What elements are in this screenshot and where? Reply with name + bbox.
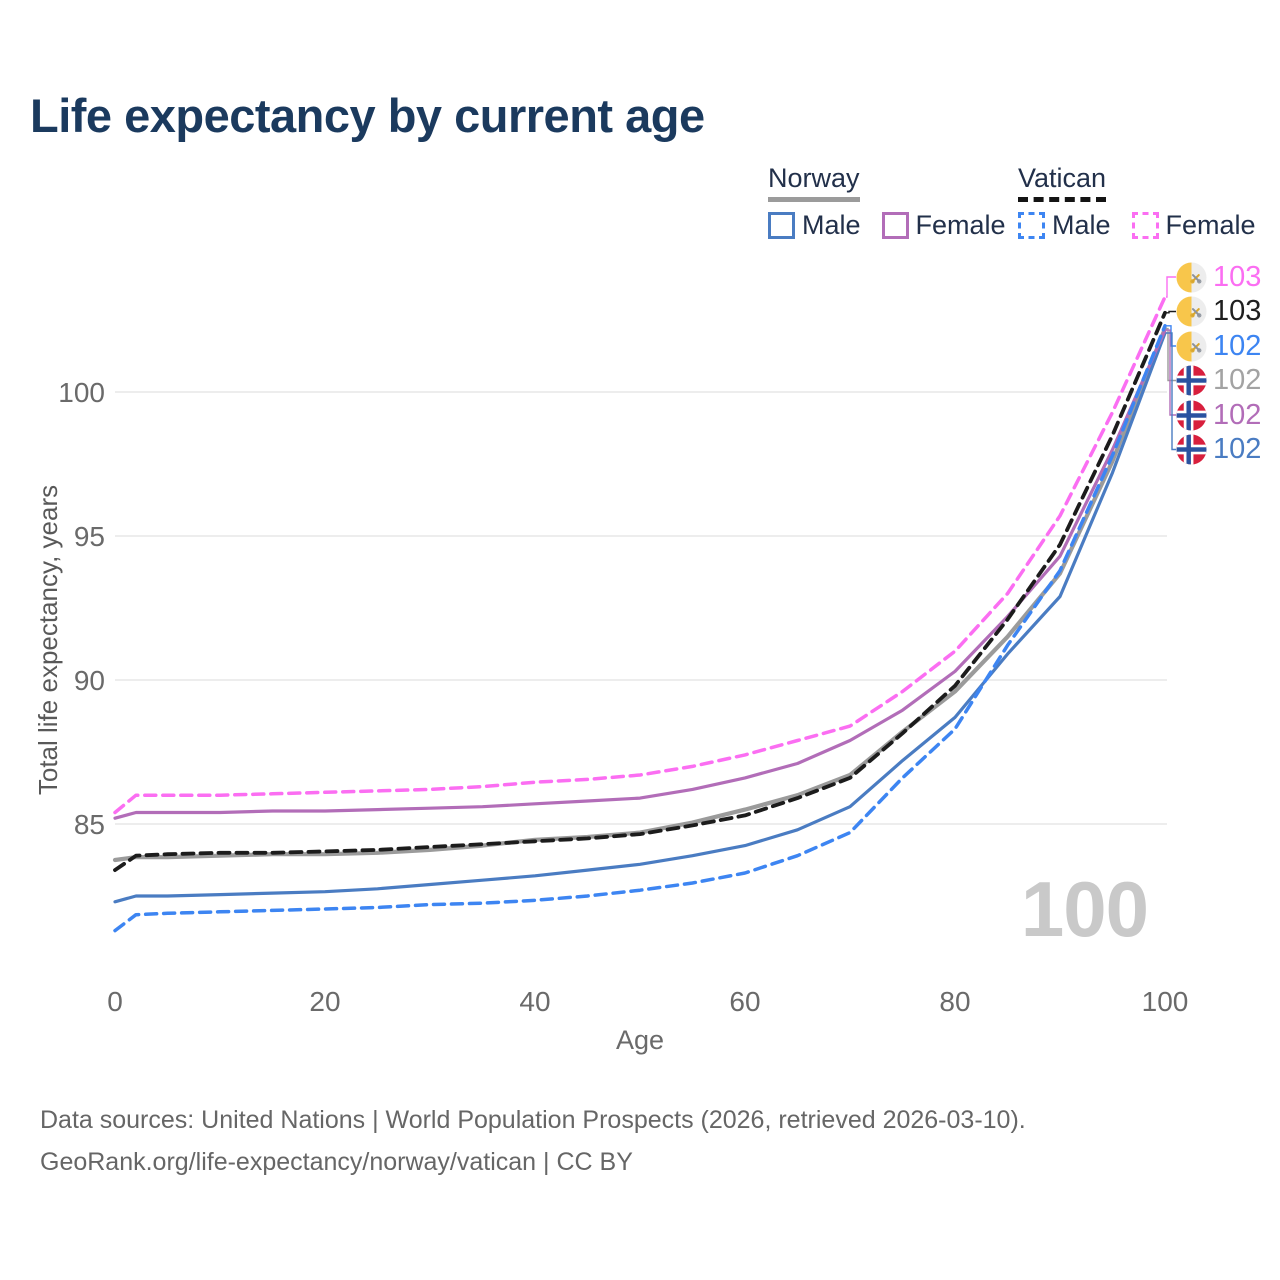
legend-label: Male	[802, 210, 861, 240]
legend-item-vatican-male[interactable]: Male	[1018, 210, 1111, 241]
vatican_total-line[interactable]	[113, 310, 1167, 872]
end-label-vatican-male[interactable]: 102	[1176, 329, 1262, 362]
vatican-flag-icon	[1176, 331, 1207, 362]
vatican_female-line[interactable]	[113, 295, 1167, 815]
norway-male-swatch	[768, 212, 795, 239]
end-value: 103	[1213, 295, 1262, 327]
legend-label: Female	[1165, 210, 1256, 240]
x-tick-60: 60	[729, 986, 761, 1017]
legend-items-vatican: Male Female	[1018, 210, 1256, 241]
end-value: 102	[1213, 329, 1262, 362]
end-label-norway-total[interactable]: 102	[1176, 365, 1261, 396]
y-tick-95: 95	[73, 521, 105, 552]
norway-flag-icon	[1176, 400, 1207, 431]
vatican_total-leader-line	[1166, 310, 1176, 314]
end-label-vatican-total[interactable]: 103	[1176, 296, 1261, 327]
y-tick-85: 85	[73, 809, 105, 840]
attribution-text: GeoRank.org/life-expectancy/norway/vatic…	[40, 1148, 633, 1176]
legend-item-vatican-female[interactable]: Female	[1131, 210, 1256, 241]
legend-items-norway: Male Female	[768, 210, 1006, 241]
end-value: 102	[1213, 364, 1262, 396]
end-label-norway-male[interactable]: 102	[1176, 434, 1261, 465]
end-value: 102	[1213, 398, 1262, 431]
legend-country-norway[interactable]: Norway	[768, 163, 860, 202]
end-label-norway-female[interactable]: 102	[1176, 398, 1262, 431]
x-tick-20: 20	[309, 986, 341, 1017]
end-value: 102	[1213, 433, 1262, 465]
x-tick-100: 100	[1141, 986, 1189, 1017]
legend-group-vatican: Vatican Male Female	[1018, 163, 1256, 241]
vatican_male-line[interactable]	[113, 324, 1167, 933]
x-tick-40: 40	[519, 986, 551, 1017]
norway-flag-icon	[1176, 434, 1207, 465]
data-sources-text: Data sources: United Nations | World Pop…	[40, 1106, 1026, 1134]
norway_female-line[interactable]	[113, 328, 1167, 820]
vatican-female-swatch	[1131, 212, 1159, 239]
vatican-flag-icon	[1176, 296, 1207, 327]
age-watermark: 100	[1020, 865, 1149, 953]
legend-country-vatican[interactable]: Vatican	[1018, 163, 1107, 202]
vatican_male-leader-line	[1166, 325, 1176, 347]
page-title: Life expectancy by current age	[30, 89, 705, 142]
legend-label: Female	[915, 210, 1006, 240]
legend-item-norway-female[interactable]: Female	[881, 210, 1006, 241]
x-axis-title: Age	[615, 1025, 665, 1055]
norway-flag-icon	[1176, 365, 1207, 396]
end-label-vatican-female[interactable]: 103	[1176, 260, 1262, 293]
y-tick-100: 100	[58, 377, 105, 408]
vatican-male-swatch	[1018, 212, 1045, 239]
vatican-flag-icon	[1176, 262, 1207, 293]
norway_female-leader-line	[1166, 329, 1176, 416]
norway_male-leader-line	[1166, 332, 1176, 451]
vatican_female-leader-line	[1166, 276, 1176, 298]
norway-female-swatch	[881, 212, 909, 239]
y-axis-title: Total life expectancy, years	[33, 484, 63, 796]
legend-label: Male	[1052, 210, 1111, 240]
y-tick-90: 90	[73, 665, 105, 696]
x-tick-80: 80	[939, 986, 971, 1017]
x-tick-0: 0	[107, 986, 123, 1017]
legend-item-norway-male[interactable]: Male	[768, 210, 861, 241]
end-value: 103	[1213, 260, 1262, 293]
legend-group-norway: Norway Male Female	[768, 163, 1006, 241]
